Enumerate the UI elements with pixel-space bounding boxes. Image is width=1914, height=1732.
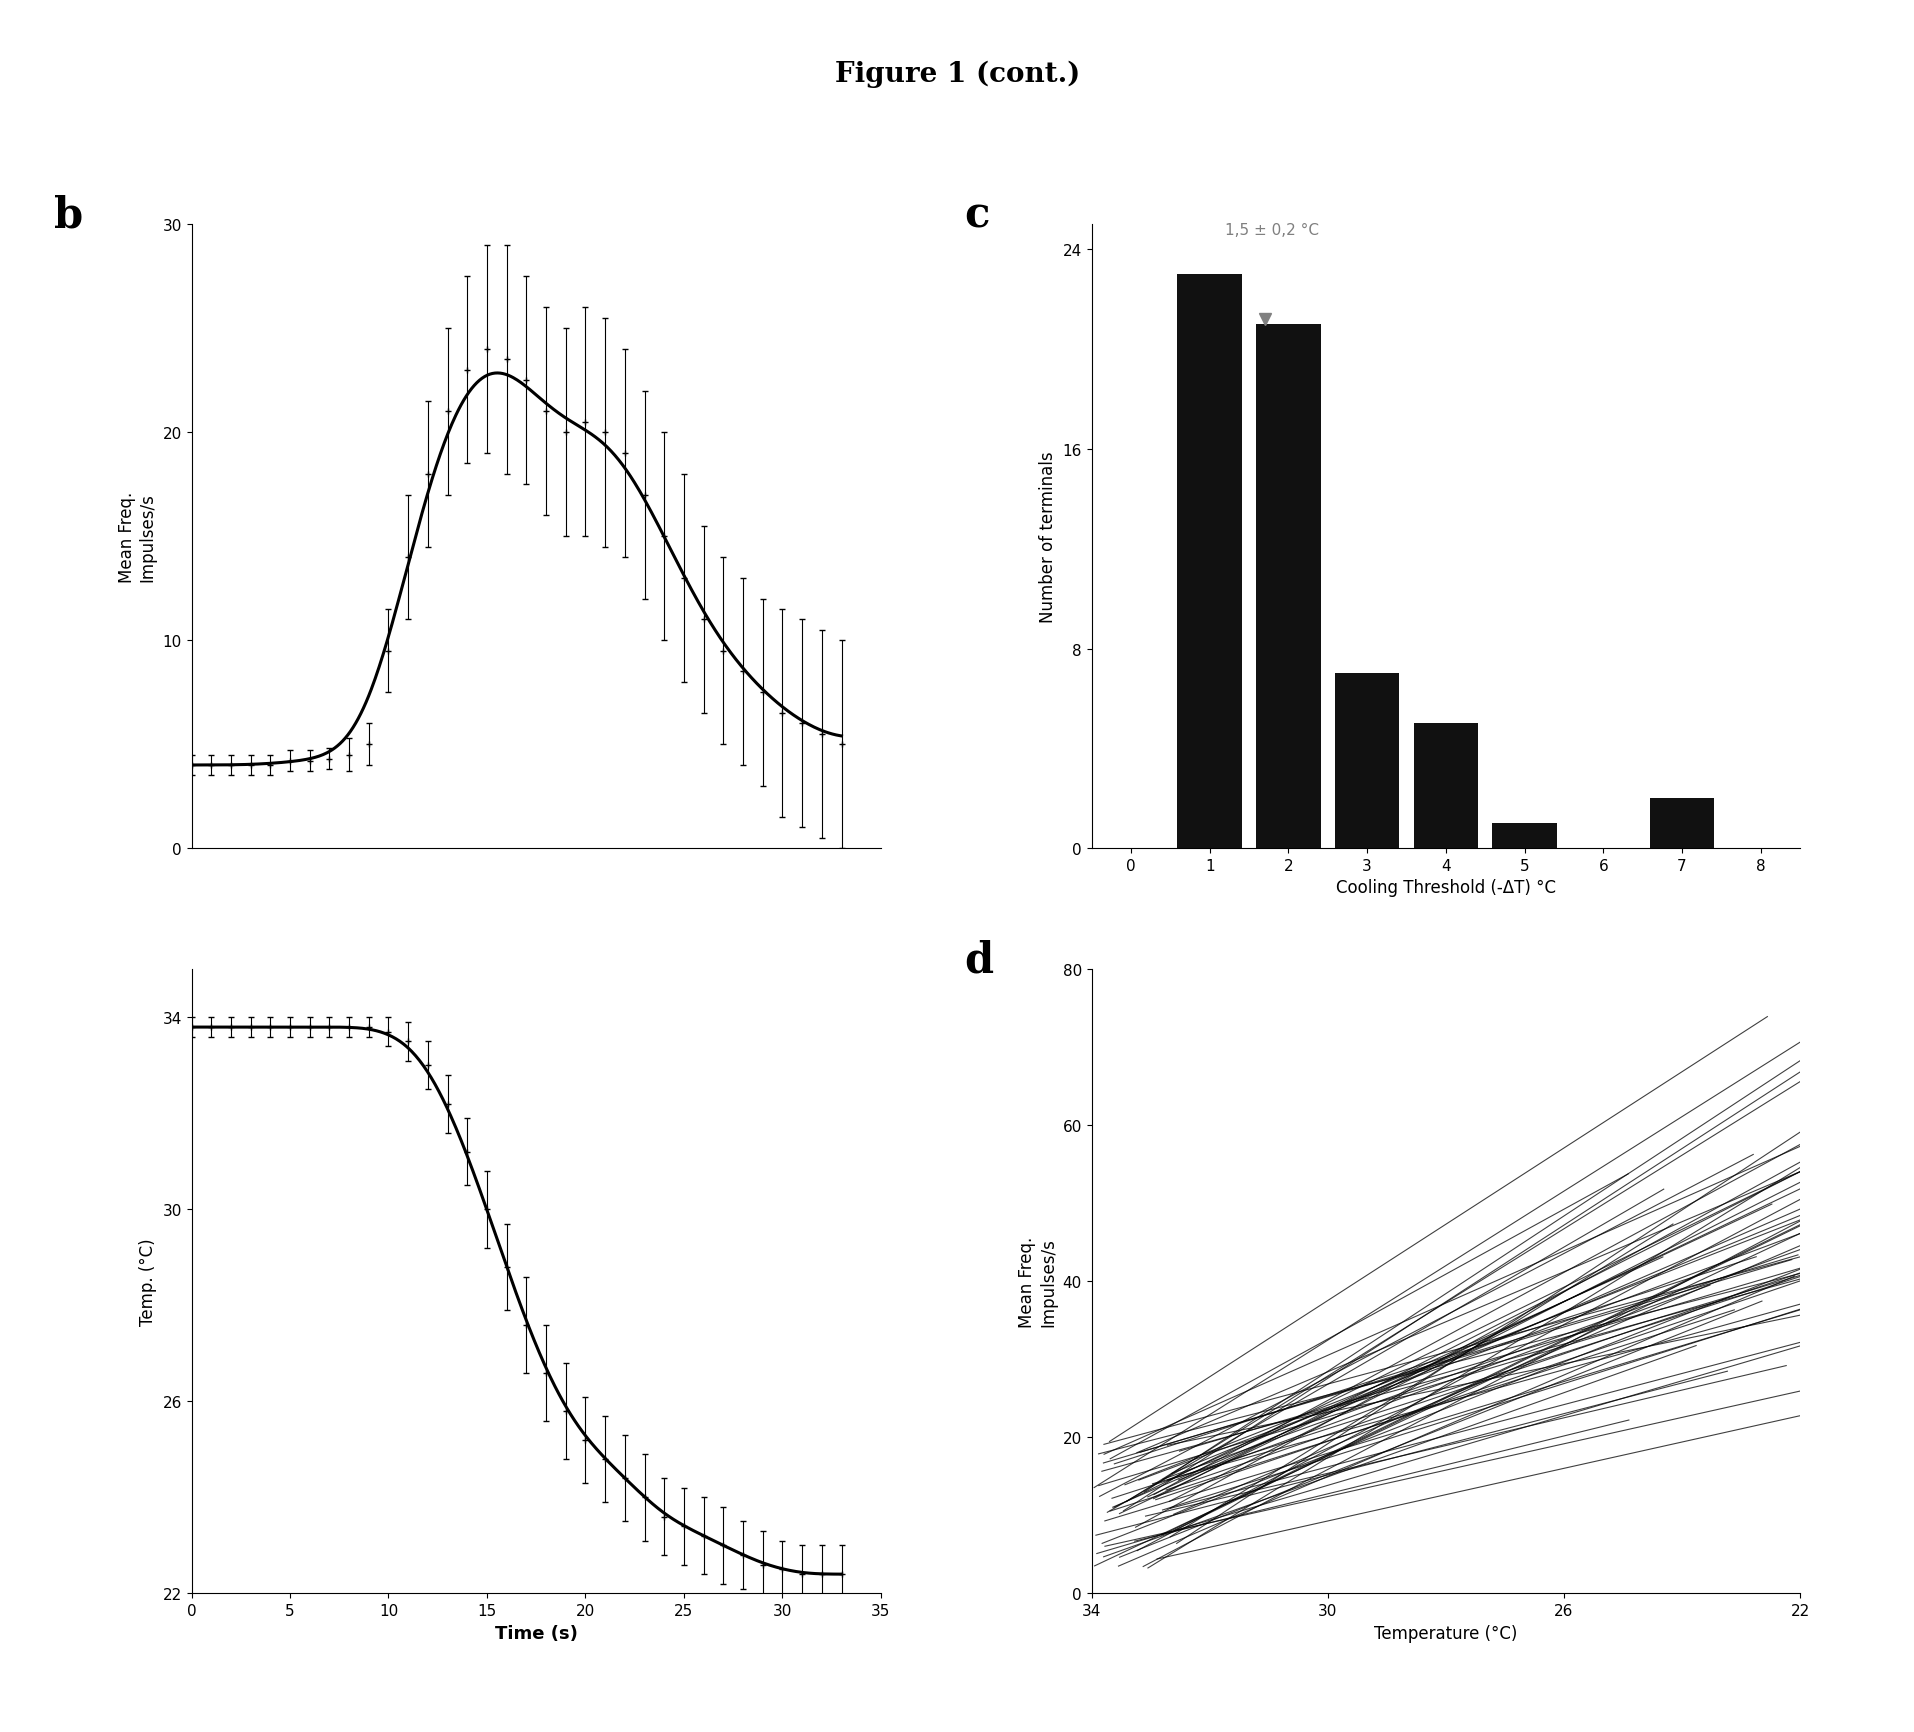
- Y-axis label: Mean Freq.
Impulses/s: Mean Freq. Impulses/s: [1018, 1237, 1057, 1327]
- Y-axis label: Number of terminals: Number of terminals: [1039, 450, 1057, 624]
- Bar: [1413, 724, 1478, 849]
- Text: c: c: [963, 194, 990, 236]
- Text: b: b: [54, 194, 82, 236]
- X-axis label: Cooling Threshold (-ΔT) °C: Cooling Threshold (-ΔT) °C: [1336, 878, 1554, 897]
- X-axis label: Time (s): Time (s): [494, 1623, 578, 1642]
- Bar: [1648, 798, 1713, 849]
- Bar: [1491, 824, 1556, 849]
- Bar: [1334, 674, 1399, 849]
- Text: 1,5 ± 0,2 °C: 1,5 ± 0,2 °C: [1225, 223, 1319, 237]
- Y-axis label: Temp. (°C): Temp. (°C): [140, 1238, 157, 1325]
- Bar: [1256, 326, 1321, 849]
- X-axis label: Temperature (°C): Temperature (°C): [1374, 1623, 1516, 1642]
- Bar: [1177, 275, 1242, 849]
- Text: Figure 1 (cont.): Figure 1 (cont.): [835, 61, 1079, 88]
- Y-axis label: Mean Freq.
Impulses/s: Mean Freq. Impulses/s: [119, 492, 157, 582]
- Text: d: d: [963, 939, 993, 980]
